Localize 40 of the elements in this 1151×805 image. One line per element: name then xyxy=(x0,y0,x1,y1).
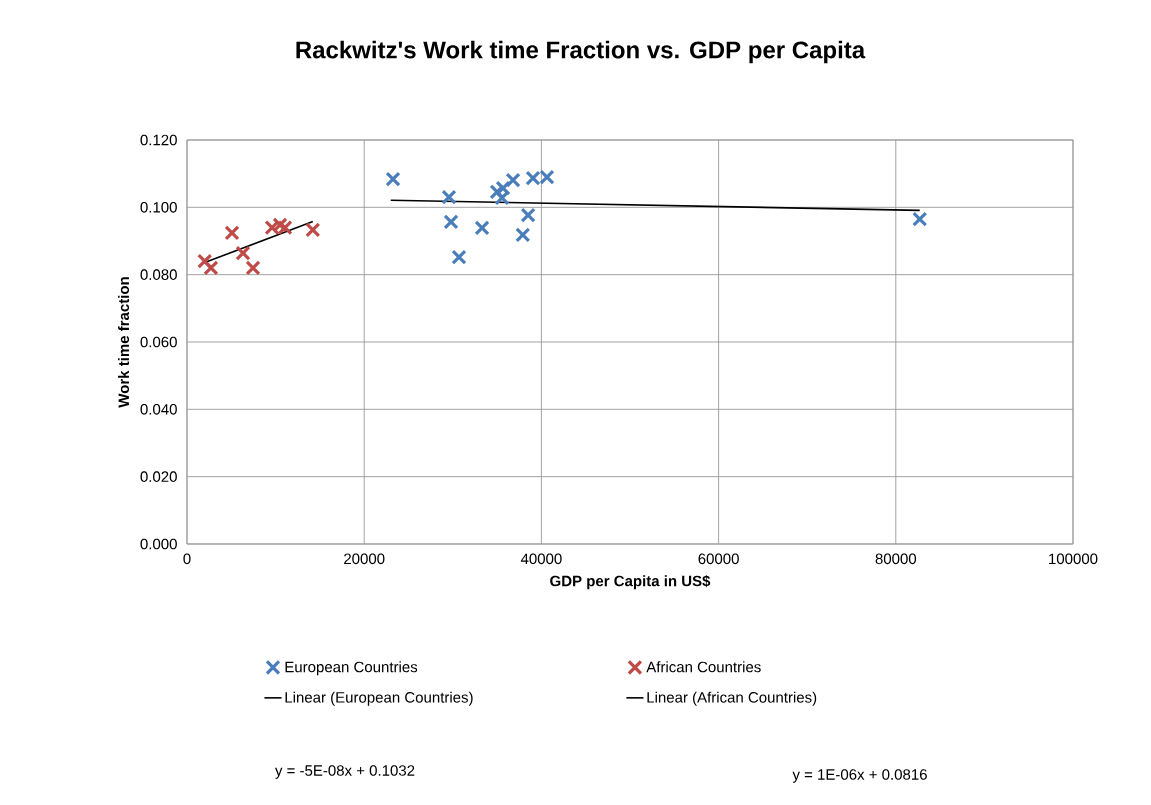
y-axis-title: Work time fraction xyxy=(118,277,130,408)
x-axis-title: GDP per Capita in US$ xyxy=(550,575,711,590)
x-tick-label: 100000 xyxy=(1049,553,1098,565)
legend-label: Linear (African Countries) xyxy=(647,691,817,706)
x-tick-label: 20000 xyxy=(344,553,385,565)
legend-label: African Countries xyxy=(646,661,761,673)
chart-title: Rackwitz's Work time Fraction vs. GDP per Capita xyxy=(296,40,866,64)
point xyxy=(912,211,928,227)
point xyxy=(494,190,510,206)
point xyxy=(520,207,536,223)
point xyxy=(489,184,505,200)
point xyxy=(235,245,251,261)
point xyxy=(515,227,531,243)
point xyxy=(305,222,321,238)
y-tick-label: 0.020 xyxy=(140,471,177,482)
point xyxy=(224,225,240,241)
x-tick-label: 0 xyxy=(183,553,191,565)
point xyxy=(474,220,490,236)
point xyxy=(245,260,261,276)
point xyxy=(197,253,213,269)
legend-label: Linear (European Countries) xyxy=(285,691,473,706)
text: y = 1E-06x + 0.0816 xyxy=(792,769,927,783)
point xyxy=(451,249,467,265)
y-tick-label: 0.040 xyxy=(140,404,177,415)
point xyxy=(443,214,459,230)
y-tick-label: 0.080 xyxy=(140,269,177,280)
x-tick-label: 80000 xyxy=(875,553,917,565)
point xyxy=(441,189,457,205)
x-tick-label: 40000 xyxy=(520,553,562,565)
text: y = -5E-08x + 0.1032 xyxy=(274,765,415,779)
legend-label: European Countries xyxy=(285,661,418,676)
point xyxy=(495,180,511,196)
y-tick-label: 0.120 xyxy=(140,134,177,146)
y-tick-label: 0.060 xyxy=(140,336,177,348)
x-tick-label: 60000 xyxy=(698,553,739,565)
y-tick-label: 0.000 xyxy=(140,538,177,550)
y-tick-label: 0.100 xyxy=(140,202,177,213)
point xyxy=(385,171,401,187)
point xyxy=(203,260,219,276)
point xyxy=(505,172,521,188)
